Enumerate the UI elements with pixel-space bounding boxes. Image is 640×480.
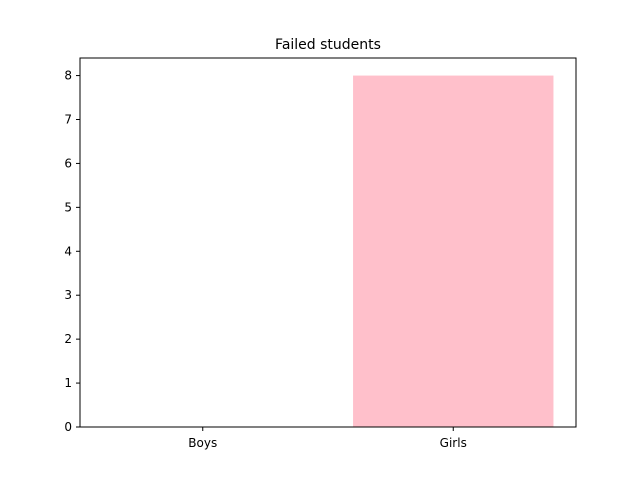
y-tick-label: 3	[64, 288, 72, 302]
x-tick-label-girls: Girls	[440, 436, 467, 450]
y-tick-label: 7	[64, 113, 72, 127]
bars-layer	[353, 75, 554, 428]
y-tick-label: 4	[64, 244, 72, 258]
y-tick-label: 8	[64, 69, 72, 83]
x-axis: Boys Girls	[188, 427, 467, 450]
y-tick-label: 1	[64, 376, 72, 390]
y-tick-label: 5	[64, 200, 72, 214]
x-tick-label-boys: Boys	[188, 436, 217, 450]
y-tick-label: 6	[64, 156, 72, 170]
y-tick-label: 0	[64, 420, 72, 434]
plot-area-frame	[79, 57, 577, 428]
chart-title: Failed students	[275, 37, 381, 53]
bar-girls	[353, 75, 554, 428]
y-tick-label: 2	[64, 332, 72, 346]
y-axis: 0 1 2 3 4 5 6 7 8	[64, 69, 80, 434]
